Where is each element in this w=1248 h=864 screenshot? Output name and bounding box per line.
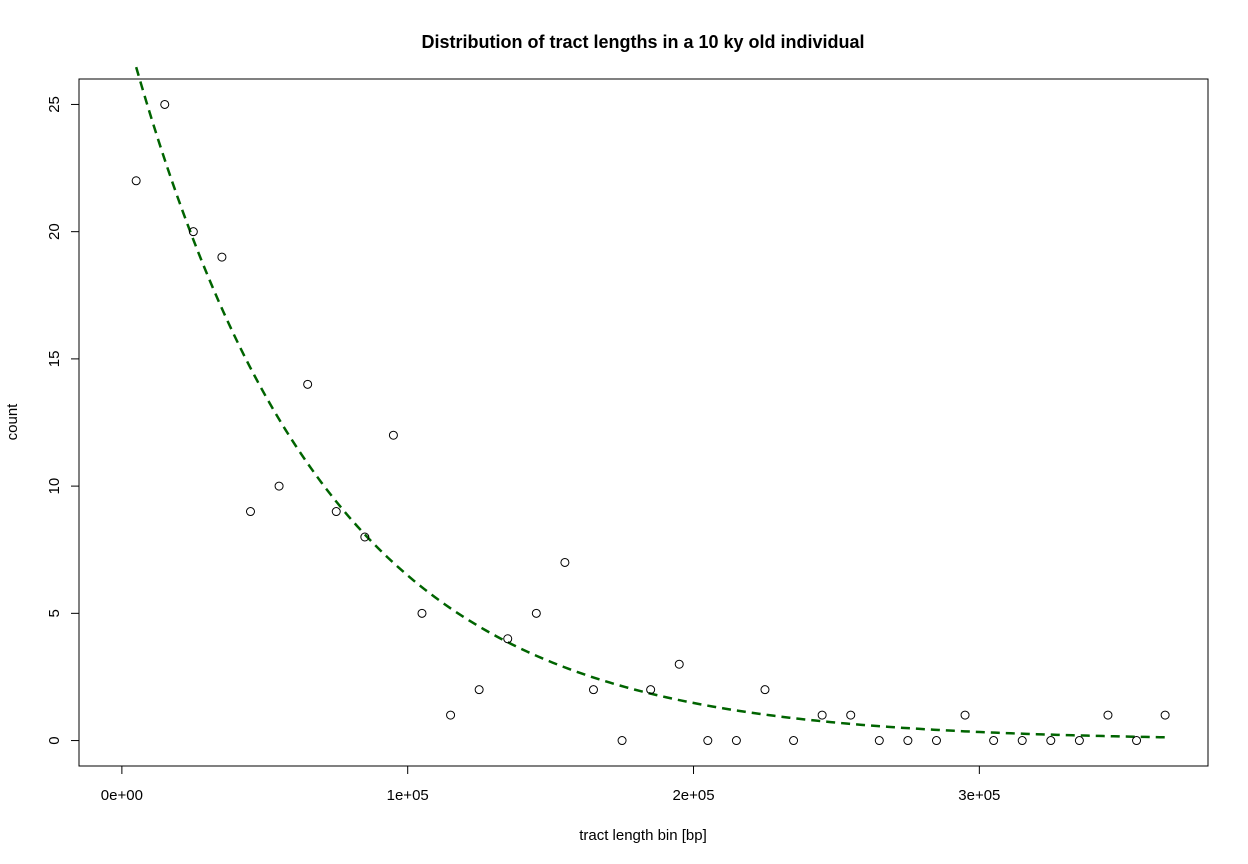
x-axis: 0e+00 1e+05 2e+05 3e+05 <box>101 765 1000 804</box>
data-point <box>817 710 827 720</box>
data-point <box>417 608 427 618</box>
data-point <box>360 532 370 542</box>
data-point <box>217 252 227 262</box>
x-tick-label: 3e+05 <box>958 787 1000 804</box>
data-point <box>617 736 627 746</box>
data-point <box>1160 710 1170 720</box>
data-point <box>388 430 398 440</box>
data-point <box>303 379 313 389</box>
data-point <box>1103 710 1113 720</box>
y-axis: 0 5 10 15 20 25 <box>46 96 80 745</box>
x-tick-label: 0e+00 <box>101 787 143 804</box>
data-point <box>245 507 255 517</box>
data-point <box>1074 736 1084 746</box>
data-point <box>560 557 570 567</box>
fit-curve <box>134 66 1166 739</box>
y-axis-label: count <box>4 403 21 441</box>
fit-curve-layer <box>134 66 1166 739</box>
data-point <box>1046 736 1056 746</box>
plot-box <box>78 78 1209 767</box>
data-point <box>474 685 484 695</box>
data-point <box>503 634 513 644</box>
data-point <box>731 736 741 746</box>
data-point <box>274 481 284 491</box>
data-point <box>131 176 141 186</box>
data-point <box>874 736 884 746</box>
data-point <box>446 710 456 720</box>
data-point <box>931 736 941 746</box>
data-point <box>760 685 770 695</box>
data-point <box>989 736 999 746</box>
y-tick-label: 0 <box>46 736 63 744</box>
data-point <box>903 736 913 746</box>
data-point <box>531 608 541 618</box>
y-tick-label: 25 <box>46 96 63 113</box>
data-point <box>1132 736 1142 746</box>
data-point <box>646 685 656 695</box>
data-point <box>846 710 856 720</box>
data-point <box>588 685 598 695</box>
y-tick-label: 10 <box>46 478 63 495</box>
data-point <box>789 736 799 746</box>
data-point <box>960 710 970 720</box>
y-tick-label: 15 <box>46 351 63 368</box>
points-layer <box>131 99 1170 746</box>
data-point <box>188 227 198 237</box>
data-point <box>674 659 684 669</box>
chart-title: Distribution of tract lengths in a 10 ky… <box>421 32 864 52</box>
data-point <box>160 99 170 109</box>
data-point <box>1017 736 1027 746</box>
data-point <box>331 507 341 517</box>
y-tick-label: 20 <box>46 223 63 240</box>
y-tick-label: 5 <box>46 609 63 617</box>
x-axis-label: tract length bin [bp] <box>579 827 707 844</box>
data-point <box>703 736 713 746</box>
x-tick-label: 1e+05 <box>387 787 429 804</box>
x-tick-label: 2e+05 <box>672 787 714 804</box>
